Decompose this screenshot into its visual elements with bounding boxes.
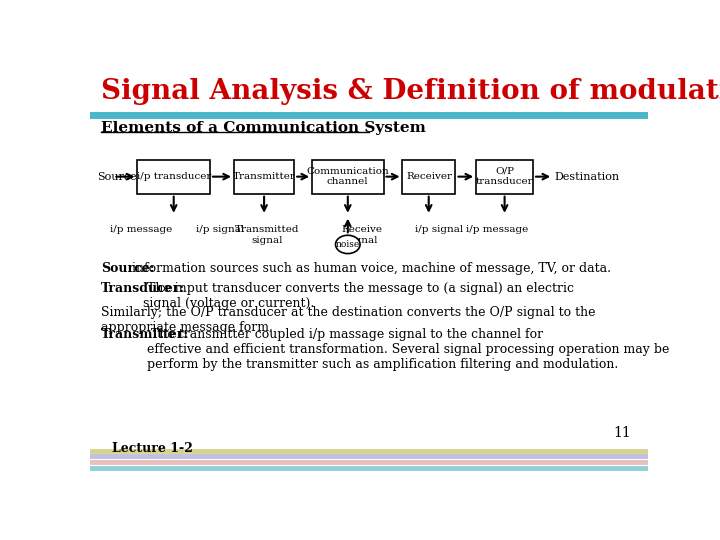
Bar [312,160,384,194]
Text: Elements of a Communication System: Elements of a Communication System [101,121,426,135]
Text: Destination: Destination [555,172,620,181]
Text: Lecture 1-2: Lecture 1-2 [112,442,193,455]
Text: Transducer:: Transducer: [101,282,185,295]
Bar [476,160,533,194]
Text: The transmitter coupled i/p massage signal to the channel for
effective and effi: The transmitter coupled i/p massage sign… [147,328,669,370]
Bar [138,160,210,194]
Text: Transmitter:: Transmitter: [101,328,189,341]
Text: Communication
channel: Communication channel [307,167,390,186]
Text: i/p signal: i/p signal [415,225,463,234]
Text: The input transducer converts the message to (a signal) an electric
signal (volt: The input transducer converts the messag… [143,282,574,310]
Text: i/p message: i/p message [110,225,173,234]
Bar [402,160,456,194]
Text: i/p signal: i/p signal [197,225,245,234]
Bar [234,160,294,194]
Text: noise: noise [336,240,360,249]
Text: Receiver: Receiver [406,172,452,181]
Text: Source:: Source: [101,262,155,275]
Text: information sources such as human voice, machine of message, TV, or data.: information sources such as human voice,… [127,262,611,275]
Text: Transmitter: Transmitter [233,172,295,181]
Text: Transmitted
signal: Transmitted signal [235,225,300,245]
Text: i/p transducer: i/p transducer [137,172,211,181]
Text: i/p message: i/p message [467,225,528,234]
Text: 11: 11 [613,426,631,440]
Text: Source: Source [96,172,136,181]
Text: O/P
transducer: O/P transducer [476,167,534,186]
Circle shape [336,235,360,254]
Text: Similarly; the O/P transducer at the destination converts the O/P signal to the
: Similarly; the O/P transducer at the des… [101,306,595,334]
Text: Signal Analysis & Definition of modulation: Signal Analysis & Definition of modulati… [101,78,720,105]
Text: Receive
signal: Receive signal [342,225,383,245]
